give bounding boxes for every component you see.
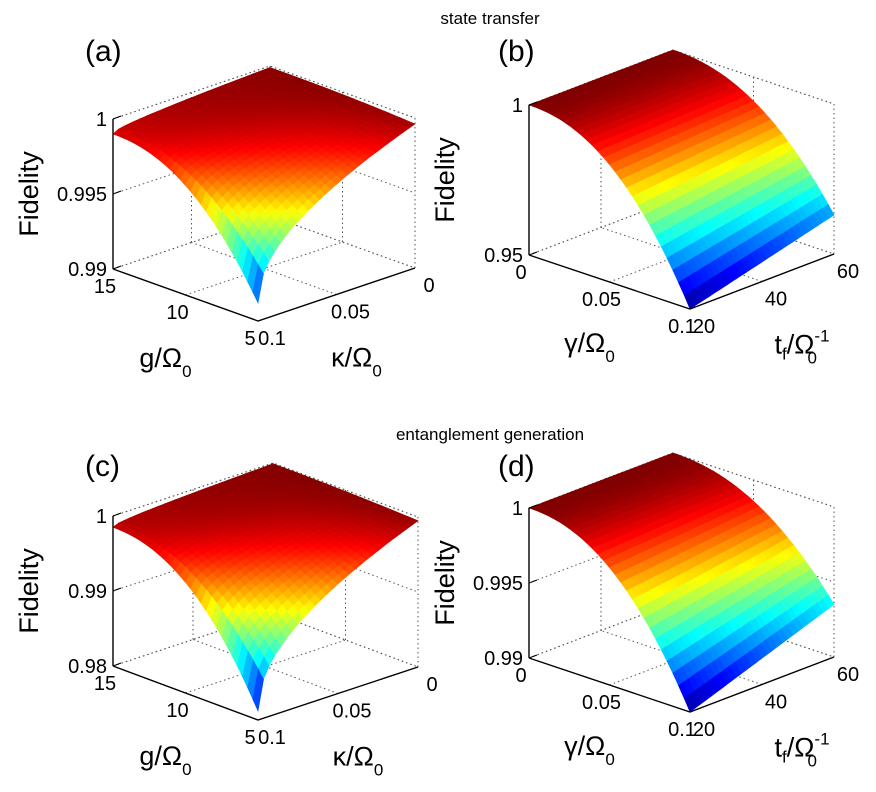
z-tick — [528, 504, 538, 509]
right-axis-tick-label: 20 — [693, 719, 715, 741]
right-axis-tick-label: 40 — [765, 289, 787, 311]
x-axis-label: κ/Ω0 — [331, 343, 382, 381]
z-tick-label: 0.95 — [484, 245, 523, 267]
floor-front-edges — [112, 267, 416, 322]
z-tick-label: 1 — [96, 506, 107, 528]
panel-b: 0.95 1 0 0.05 0.120 40 60 Fidelity γ/Ω0 tf/Ω-1 0 (b… — [430, 35, 859, 368]
panel-label: (d) — [498, 450, 535, 483]
z-tick — [528, 101, 538, 106]
z-tick — [112, 190, 122, 195]
z-tick-label: 0.995 — [57, 184, 107, 206]
z-axis-label: Fidelity — [14, 151, 44, 237]
axes: 0.95 1 0 0.05 0.120 40 60 Fidelity γ/Ω0 tf/Ω-1 0 — [430, 95, 859, 368]
surface — [112, 67, 416, 304]
section-title-top: state transfer — [440, 9, 540, 28]
right-axis-tick-label: 60 — [837, 664, 859, 686]
section-title-bottom: entanglement generation — [396, 425, 584, 444]
z-gridline — [112, 65, 416, 120]
z-tick-label: 0.98 — [68, 656, 107, 678]
right-axis-tick-label: 0.05 — [333, 701, 372, 723]
floor-front-edges — [528, 253, 835, 310]
left-axis-tick-label: 0.1 — [668, 316, 696, 338]
left-axis-tick-label: 0 — [515, 665, 526, 687]
floor-gridline — [185, 241, 343, 296]
panel-label: (c) — [85, 450, 120, 483]
surface-patch — [822, 594, 835, 609]
z-tick — [112, 115, 122, 120]
right-axis-tick-label: 0 — [423, 275, 434, 297]
panel-label: (a) — [85, 35, 122, 68]
y-axis-label: tf/Ω-1 0 — [774, 327, 829, 368]
left-axis-tick-label: 15 — [94, 673, 116, 695]
z-tick-label: 0.99 — [68, 581, 107, 603]
y-axis-label: g/Ω0 — [139, 343, 191, 381]
right-axis-tick-label: 60 — [837, 261, 859, 283]
z-gridline — [112, 215, 416, 270]
left-axis-tick-label: 0.1 — [668, 719, 696, 741]
z-tick-label: 0.995 — [473, 573, 523, 595]
z-tick-label: 0.99 — [68, 259, 107, 281]
surface-patch — [403, 121, 416, 129]
left-axis-tick-label: 15 — [94, 276, 116, 298]
z-tick-label: 1 — [512, 498, 523, 520]
x-axis-label: γ/Ω0 — [564, 731, 615, 769]
surface — [528, 452, 835, 713]
z-axis-label: Fidelity — [430, 540, 460, 626]
x-axis-label: γ/Ω0 — [564, 328, 615, 366]
surface-patch — [822, 204, 835, 219]
left-axis-tick-label: 5 — [244, 727, 255, 749]
z-axis-label: Fidelity — [14, 548, 44, 634]
z-tick-label: 1 — [96, 109, 107, 131]
left-axis-tick-label: 0.05 — [582, 289, 621, 311]
surface — [112, 463, 419, 713]
z-tick — [528, 579, 538, 584]
right-axis-tick-label: 0.05 — [331, 302, 370, 324]
right-axis-tick-label: 20 — [693, 316, 715, 338]
right-axis-tick-label: 40 — [765, 692, 787, 714]
y-axis-label: tf/Ω-1 0 — [774, 730, 829, 771]
surface — [528, 49, 835, 310]
z-tick — [112, 662, 122, 667]
axes: 0.98 0.99 1 15 10 5 0.1 0.05 0 Fidelity g/Ω0 κ/Ω0 — [14, 506, 438, 779]
panel-label: (b) — [498, 35, 535, 68]
floor-gridline — [185, 639, 346, 694]
floor-front-edges — [528, 656, 835, 713]
right-axis-tick-label: 0 — [426, 674, 437, 696]
axes: 0.99 0.995 1 15 10 5 0.1 0.05 0 Fidelity g/Ω0 κ/Ω0 — [14, 109, 435, 381]
z-tick-label: 1 — [512, 95, 523, 117]
right-axis-tick-label: 0.1 — [258, 328, 286, 350]
z-axis-label: Fidelity — [430, 137, 460, 223]
z-tick-label: 0.99 — [484, 648, 523, 670]
z-tick — [528, 251, 538, 256]
panel-d: 0.99 0.995 1 0 0.05 0.120 40 60 Fidelity γ/Ω0 tf/Ω… — [430, 450, 859, 771]
left-axis-tick-label: 0.05 — [582, 692, 621, 714]
floor-front-edges — [112, 665, 419, 721]
left-axis-tick-label: 5 — [244, 328, 255, 350]
left-axis-tick-label: 10 — [166, 302, 188, 324]
left-axis-tick-label: 0 — [515, 262, 526, 284]
z-tick — [112, 587, 122, 592]
z-tick — [112, 265, 122, 270]
panel-a: 0.99 0.995 1 15 10 5 0.1 0.05 0 Fidelity g/Ω0 κ/Ω0 (… — [14, 35, 435, 381]
z-tick — [112, 512, 122, 517]
axes: 0.99 0.995 1 0 0.05 0.120 40 60 Fidelity γ/Ω0 tf/Ω… — [430, 498, 859, 771]
surface-patch — [406, 518, 419, 526]
panel-c: 0.98 0.99 1 15 10 5 0.1 0.05 0 Fidelity g/Ω0 κ/Ω0 (c… — [14, 450, 438, 779]
z-tick — [528, 654, 538, 659]
x-axis-label: κ/Ω0 — [333, 742, 384, 780]
left-axis-tick-label: 10 — [166, 700, 188, 722]
z-gridline — [112, 140, 416, 195]
right-axis-tick-label: 0.1 — [258, 727, 286, 749]
y-axis-label: g/Ω0 — [139, 741, 191, 779]
